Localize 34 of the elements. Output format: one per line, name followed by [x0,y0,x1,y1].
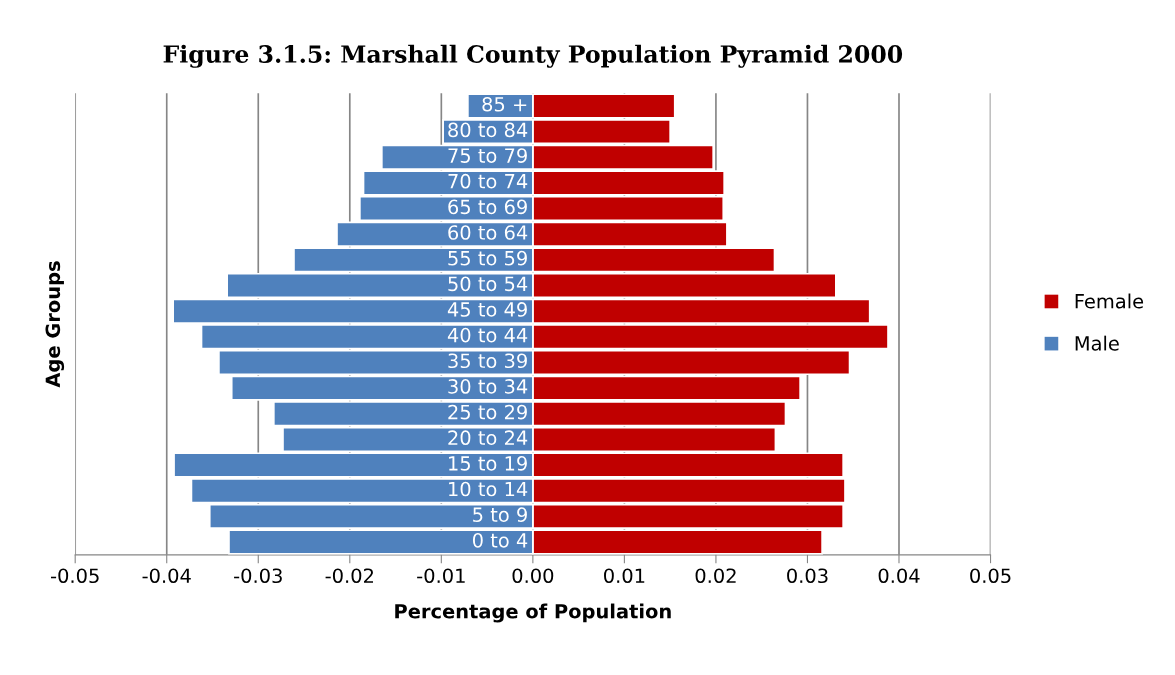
x-tick-label: 0.01 [604,568,645,584]
y-tick-label: 85 + [482,96,527,112]
x-tick-label: -0.05 [51,568,99,584]
y-tick-label: 80 to 84 [448,122,528,138]
chart-title: Figure 3.1.5: Marshall County Population Pyramid 2000 [163,44,903,68]
y-tick-label: 60 to 64 [448,225,528,240]
y-tick-label: 25 to 29 [448,404,527,420]
y-tick-label: 0 to 4 [472,532,528,548]
x-tick-label: 0.05 [970,568,1011,584]
y-tick-label: 75 to 79 [448,148,527,163]
y-axis-title: Age Groups [45,261,65,388]
x-axis-title: Percentage of Population [395,603,671,623]
y-tick-label: 10 to 14 [449,481,528,497]
legend-label: Female [1075,293,1144,309]
x-tick-label: 0.04 [878,568,920,584]
y-tick-label: 15 to 19 [449,456,527,471]
y-tick-label: 50 to 54 [448,276,528,292]
x-tick-label: 0.02 [695,568,736,584]
x-tick-label: -0.03 [234,568,282,584]
legend-label: Male [1075,335,1119,351]
x-tick-label: -0.02 [325,568,374,584]
x-tick-label: -0.01 [417,568,465,584]
x-tick-label: 0.03 [787,568,828,584]
y-tick-label: 40 to 44 [447,327,528,343]
y-tick-label: 65 to 69 [448,199,527,215]
y-tick-label: 5 to 9 [473,507,527,523]
y-tick-label: 20 to 24 [448,430,528,446]
x-tick-label: 0.00 [512,568,554,584]
y-tick-label: 55 to 59 [448,250,527,266]
y-tick-label: 45 to 49 [447,302,527,317]
x-tick-label: -0.04 [142,568,191,584]
y-tick-label: 70 to 74 [448,173,528,189]
y-tick-label: 30 to 34 [448,379,528,394]
y-tick-label: 35 to 39 [448,353,527,369]
